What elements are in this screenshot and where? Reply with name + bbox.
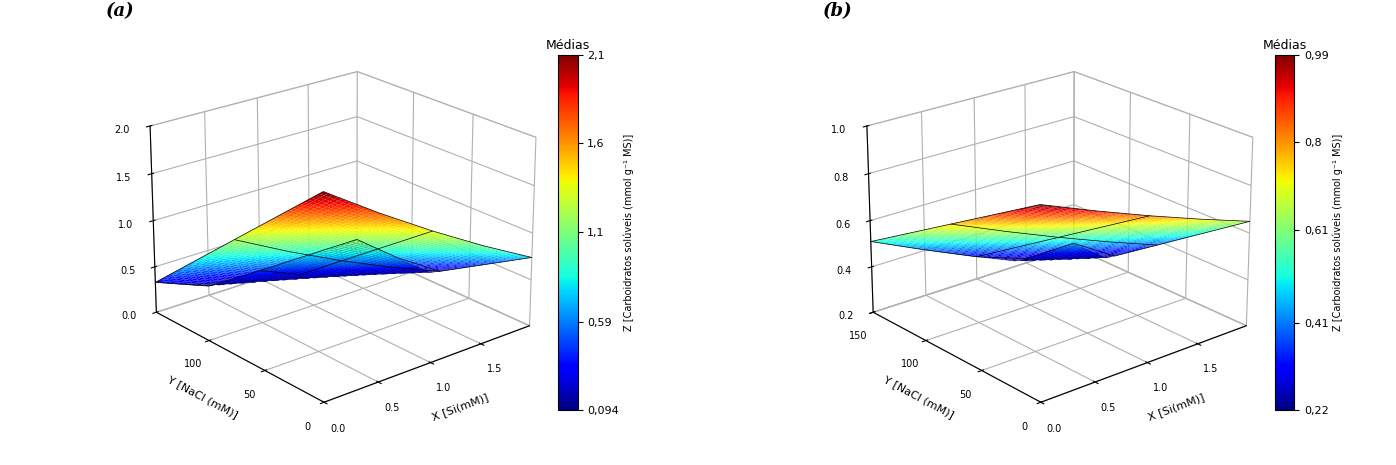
Y-axis label: Y [NaCl (mM)]: Y [NaCl (mM)] — [166, 374, 239, 420]
Y-axis label: Z [Carboidratos solúveis (mmol g⁻¹ MS)]: Z [Carboidratos solúveis (mmol g⁻¹ MS)] — [1333, 134, 1343, 331]
Title: Médias: Médias — [546, 39, 589, 52]
Text: (a): (a) — [106, 2, 134, 20]
Text: (b): (b) — [822, 2, 853, 20]
Y-axis label: Z [Carboidratos solúveis (mmol g⁻¹ MS)]: Z [Carboidratos solúveis (mmol g⁻¹ MS)] — [623, 134, 634, 331]
Y-axis label: Y [NaCl (mM)]: Y [NaCl (mM)] — [882, 374, 956, 420]
X-axis label: X [Si(mM)]: X [Si(mM)] — [430, 392, 490, 422]
Title: Médias: Médias — [1262, 39, 1307, 52]
X-axis label: X [Si(mM)]: X [Si(mM)] — [1148, 392, 1206, 422]
